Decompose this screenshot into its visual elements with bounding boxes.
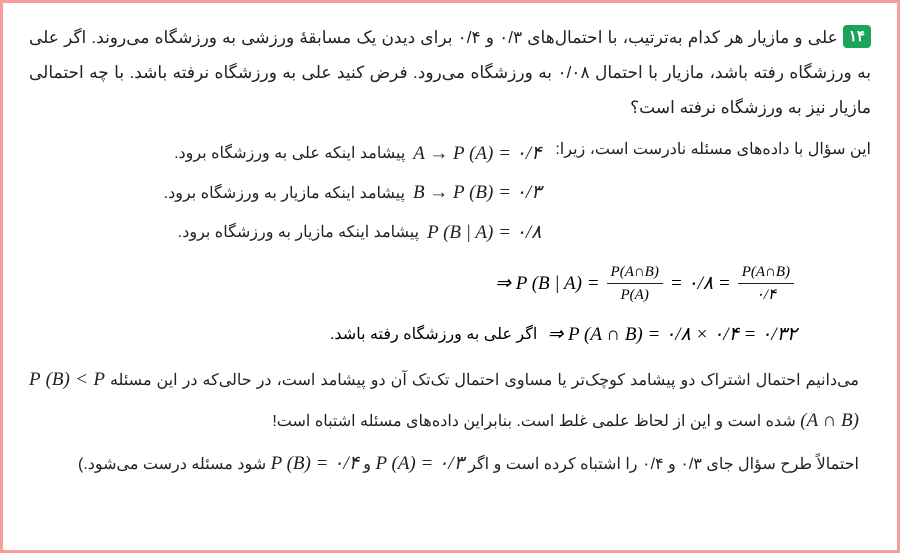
def-line-b: B → P (B) = ۰/۳ پیشامد اینکه مازیار به و… (29, 173, 541, 213)
expr-pa: A → P (A) = ۰/۴ (413, 134, 541, 174)
def-line-a: A → P (A) = ۰/۴ پیشامد اینکه علی به ورزش… (29, 134, 541, 174)
para2-a: احتمالاً طرح سؤال جای ۰/۳ و ۰/۴ را اشتبا… (464, 456, 859, 473)
result-row: ⇒ P (A ∩ B) = ۰/۸ × ۰/۴ = ۰/۳۲ اگر علی ب… (29, 316, 871, 354)
para2-m1: P (A) = ۰/۳ (375, 453, 463, 474)
question-text: ۱۴ علی و مازیار هر کدام به‌ترتیب، با احت… (29, 21, 871, 126)
intro-text: این سؤال با داده‌های مسئله نادرست است، ز… (555, 134, 871, 166)
frac2-top: P(A∩B) (738, 263, 794, 284)
frac1-bot: P(A) (607, 284, 663, 304)
derivation-row: ⇒ P (B | A) = P(A∩B) P(A) = ۰/۸ = P(A∩B)… (29, 263, 871, 304)
desc-ba: پیشامد اینکه مازیار به ورزشگاه برود. (178, 216, 419, 250)
para2-b: شود مسئله درست می‌شود.) (78, 456, 266, 473)
question-body: علی و مازیار هر کدام به‌ترتیب، با احتمال… (29, 28, 871, 117)
desc-b: پیشامد اینکه مازیار به ورزشگاه برود. (164, 177, 405, 211)
deriv-lead: ⇒ P (B | A) = (495, 269, 600, 299)
explain-para-2: احتمالاً طرح سؤال جای ۰/۳ و ۰/۴ را اشتبا… (29, 444, 871, 485)
result-expr: ⇒ P (A ∩ B) = ۰/۸ × ۰/۴ = ۰/۳۲ (547, 316, 797, 354)
para2-mid: و (359, 456, 371, 473)
fraction-1: P(A∩B) P(A) (607, 263, 663, 304)
frac2-bot: ۰/۴ (738, 284, 794, 304)
expr-pb: B → P (B) = ۰/۳ (413, 173, 541, 213)
fraction-2: P(A∩B) ۰/۴ (738, 263, 794, 304)
expr-pba: P (B | A) = ۰/۸ (427, 213, 541, 253)
frac1-top: P(A∩B) (607, 263, 663, 284)
page-frame: ۱۴ علی و مازیار هر کدام به‌ترتیب، با احت… (0, 0, 900, 553)
para1-a: می‌دانیم احتمال اشتراک دو پیشامد کوچک‌تر… (110, 372, 859, 389)
desc-a: پیشامد اینکه علی به ورزشگاه برود. (174, 137, 405, 171)
deriv-mid: = ۰/۸ = (670, 269, 731, 299)
para2-m2: P (B) = ۰/۴ (271, 453, 359, 474)
para1-b: شده است و این از لحاظ علمی غلط است. بناب… (272, 413, 795, 430)
def-line-ba: P (B | A) = ۰/۸ پیشامد اینکه مازیار به و… (29, 213, 541, 253)
question-number-badge: ۱۴ (843, 25, 871, 48)
explain-para-1: می‌دانیم احتمال اشتراک دو پیشامد کوچک‌تر… (29, 360, 871, 442)
result-note: اگر علی به ورزشگاه رفته باشد. (330, 319, 537, 351)
